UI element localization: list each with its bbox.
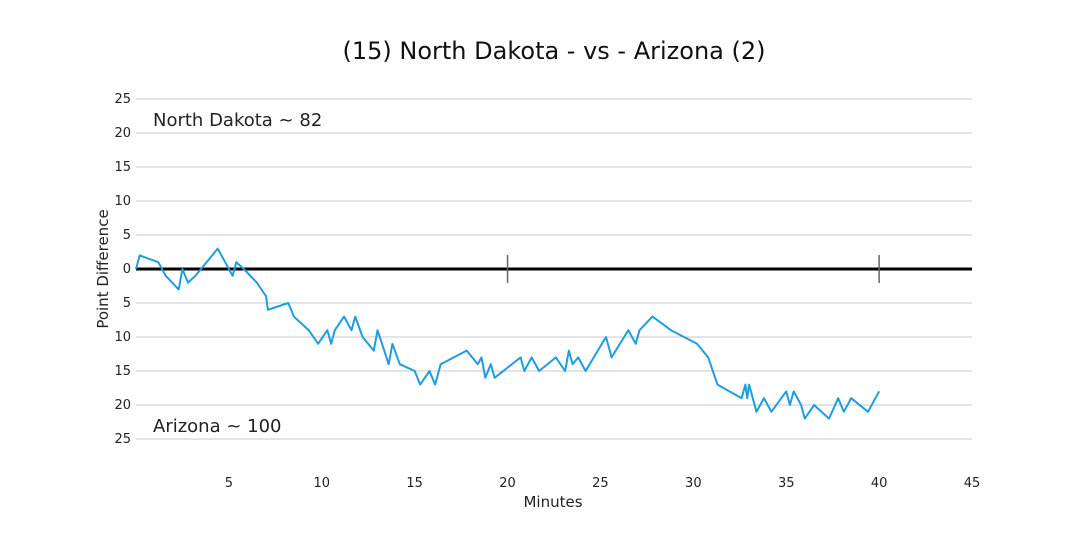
x-tick-label: 35 bbox=[778, 476, 795, 491]
annotation-north-dakota-score: North Dakota ~ 82 bbox=[153, 110, 322, 131]
chart-title: (15) North Dakota - vs - Arizona (2) bbox=[343, 37, 766, 65]
x-tick-label: 5 bbox=[225, 476, 233, 491]
y-tick-label: 20 bbox=[114, 126, 131, 141]
zero-line-group bbox=[136, 255, 972, 283]
y-tick-label: 15 bbox=[114, 160, 131, 175]
series-group bbox=[135, 247, 880, 420]
x-axis-ticks: 5 10 15 20 25 30 35 40 45 bbox=[225, 476, 981, 491]
annotation-arizona-score: Arizona ~ 100 bbox=[153, 416, 282, 437]
x-tick-label: 45 bbox=[964, 476, 981, 491]
y-tick-label: 10 bbox=[114, 194, 131, 209]
gridlines bbox=[136, 98, 972, 440]
y-axis-ticks: 25 20 15 10 5 0 5 10 15 20 25 bbox=[114, 92, 131, 447]
x-axis-title: Minutes bbox=[523, 493, 582, 511]
x-tick-label: 15 bbox=[406, 476, 423, 491]
x-tick-label: 25 bbox=[592, 476, 609, 491]
y-tick-label: 20 bbox=[114, 398, 131, 413]
y-axis-title: Point Difference bbox=[94, 209, 112, 328]
y-tick-label: 15 bbox=[114, 364, 131, 379]
y-tick-label: 10 bbox=[114, 330, 131, 345]
x-tick-label: 40 bbox=[871, 476, 888, 491]
y-tick-label: 25 bbox=[114, 432, 131, 447]
y-tick-label: 5 bbox=[123, 228, 131, 243]
y-tick-label: 5 bbox=[123, 296, 131, 311]
x-tick-label: 30 bbox=[685, 476, 702, 491]
x-tick-label: 10 bbox=[314, 476, 331, 491]
y-tick-label: 0 bbox=[123, 262, 131, 277]
x-tick-label: 20 bbox=[499, 476, 516, 491]
point-difference-line bbox=[135, 247, 880, 420]
y-tick-label: 25 bbox=[114, 92, 131, 107]
